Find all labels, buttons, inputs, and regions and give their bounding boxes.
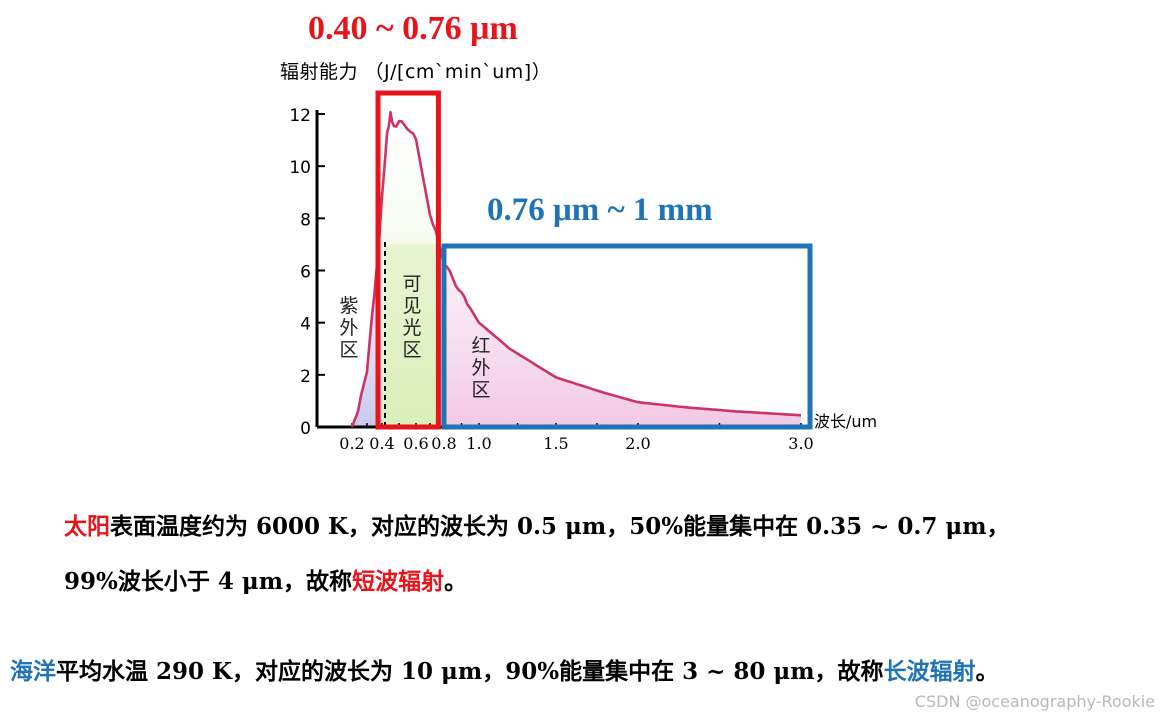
y-tick-label: 8 <box>300 210 311 230</box>
y-tick-label: 12 <box>289 106 311 126</box>
sun-description: 表面温度约为 6000 K，对应的波长为 0.5 μm，50%能量集中在 0.3… <box>110 513 1010 540</box>
infrared-range-title: 0.76 μm ~ 1 mm <box>487 192 713 228</box>
watermark: CSDN @oceanography-Rookie <box>914 692 1155 711</box>
visible-band-tint <box>384 244 439 427</box>
x-tick-label: 3.0 <box>788 434 813 453</box>
region-label-1: 可见光区 <box>402 273 421 361</box>
ocean-description: 平均水温 290 K，对应的波长为 10 μm，90%能量集中在 3 ~ 80 … <box>56 658 884 685</box>
visible-range-title: 0.40 ~ 0.76 μm <box>308 10 518 47</box>
x-tick-label: 0.6 <box>403 434 428 453</box>
shortwave-keyword: 短波辐射 <box>352 568 445 595</box>
x-tick-label: 0.2 <box>339 434 364 453</box>
paragraph-sun: 太阳表面温度约为 6000 K，对应的波长为 0.5 μm，50%能量集中在 0… <box>64 507 1010 541</box>
y-tick-label: 4 <box>300 315 311 335</box>
x-axis-label: 波长/um <box>814 412 877 431</box>
visible-range-box <box>375 90 441 430</box>
x-tick-label: 0.8 <box>431 434 456 453</box>
y-tick-label: 6 <box>300 263 311 283</box>
sun-keyword: 太阳 <box>64 513 110 540</box>
longwave-end: 。 <box>975 658 999 685</box>
curve-layer <box>350 110 802 428</box>
x-tick-label: 1.0 <box>466 434 491 453</box>
shortwave-description: 99%波长小于 4 μm，故称 <box>64 568 353 595</box>
paragraph-ocean: 海洋平均水温 290 K，对应的波长为 10 μm，90%能量集中在 3 ~ 8… <box>10 652 999 686</box>
longwave-keyword: 长波辐射 <box>883 658 976 685</box>
ocean-keyword: 海洋 <box>10 658 56 685</box>
y-tick-label: 10 <box>289 158 311 178</box>
x-tick-label: 0.4 <box>369 434 394 453</box>
radiation-curve <box>350 110 802 428</box>
tick-labels: 0 2 4 6 8 10 12 0.2 0.4 0.6 0.8 1.0 1.5 2.0 3.0波长/um <box>289 106 877 453</box>
region-fill-2 <box>438 114 801 427</box>
solar-spectrum-chart: 0 2 4 6 8 10 12 0.2 0.4 0.6 0.8 1.0 1.5 2.0 3.0波长/um 紫… <box>289 90 877 453</box>
y-axis-label: 辐射能力 （J/[cm`min`um]） <box>280 61 552 83</box>
x-tick-label: 2.0 <box>625 434 650 453</box>
paragraph-shortwave: 99%波长小于 4 μm，故称短波辐射。 <box>64 562 467 596</box>
x-tick-label: 1.5 <box>543 434 568 453</box>
infrared-range-box <box>441 243 813 430</box>
region-labels: 紫外区 可见光区红外区 <box>339 273 490 401</box>
shortwave-end: 。 <box>444 568 468 595</box>
region-label-0: 紫外区 <box>339 295 358 361</box>
y-tick-label: 0 <box>300 419 311 439</box>
region-label-2: 红外区 <box>471 335 490 401</box>
y-tick-label: 2 <box>300 367 311 387</box>
highlight-boxes <box>375 90 813 430</box>
